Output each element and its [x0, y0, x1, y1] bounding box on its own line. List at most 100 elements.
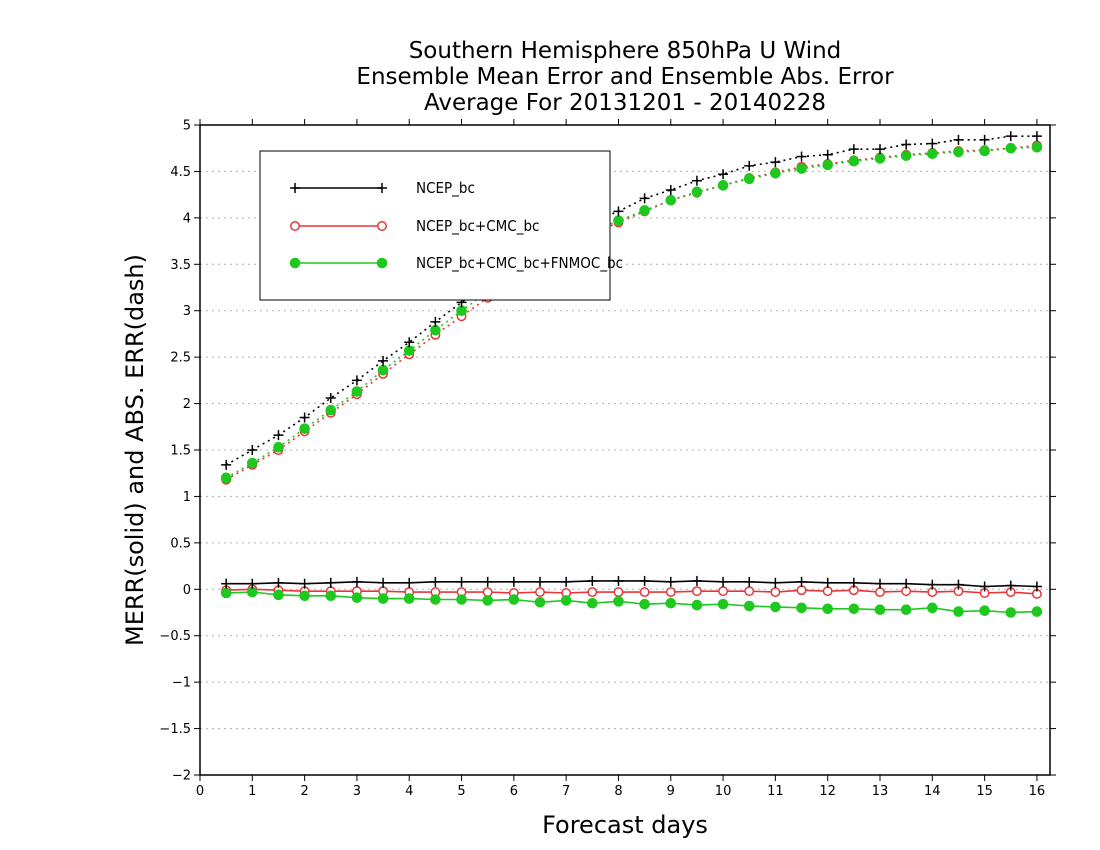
abs-err-point — [273, 430, 284, 441]
merr-point — [377, 593, 389, 604]
abs-err-point — [743, 173, 755, 185]
y-tick-label: 2 — [183, 397, 191, 412]
y-tick-label: 4.5 — [170, 165, 191, 180]
abs-err-point — [848, 144, 859, 155]
merr-point — [875, 587, 885, 598]
merr-point — [848, 577, 859, 588]
merr-point — [482, 587, 493, 598]
merr-point — [220, 587, 232, 599]
x-tick-label: 11 — [767, 784, 784, 799]
x-tick-label: 5 — [457, 784, 465, 799]
y-tick-label: 0 — [183, 583, 191, 598]
merr-point — [247, 578, 258, 589]
merr-point — [1005, 580, 1016, 591]
x-tick-label: 14 — [924, 784, 941, 799]
abs-err-point — [691, 175, 702, 186]
abs-err-point — [770, 167, 781, 179]
abs-err-point — [247, 445, 258, 455]
legend-label: NCEP_bc+CMC_bc — [416, 217, 539, 236]
x-tick-label: 1 — [248, 784, 256, 799]
merr-point — [927, 602, 938, 614]
merr-point — [927, 579, 938, 590]
merr-line — [226, 580, 1037, 588]
abs-err-point — [822, 149, 833, 160]
abs-err-point — [378, 355, 389, 366]
abs-err-point — [900, 150, 912, 161]
merr-point — [848, 603, 860, 615]
merr-point — [430, 576, 441, 587]
title-line-1: Southern Hemisphere 850hPa U Wind — [409, 38, 842, 64]
merr-point — [770, 577, 781, 588]
y-axis: −2 −1.5 −1 −0.5 0 0.5 1 1.5 2 2.5 3 3.5 4 4.5 5 — [159, 119, 1056, 784]
legend-label: NCEP_bc — [416, 179, 475, 198]
merr-point — [535, 587, 545, 598]
abs-err-point — [404, 337, 415, 348]
merr-point — [273, 589, 284, 601]
merr-point — [561, 576, 572, 587]
y-tick-label: −0.5 — [159, 629, 191, 644]
merr-point — [953, 606, 964, 617]
merr-point — [456, 576, 467, 587]
merr-point — [691, 586, 702, 597]
series-merr-2 — [220, 586, 1043, 618]
merr-point — [613, 575, 624, 586]
merr-point — [613, 587, 624, 598]
merr-point — [1005, 607, 1017, 618]
merr-point — [587, 587, 598, 598]
merr-point — [560, 595, 572, 606]
abs-err-point — [430, 316, 441, 327]
merr-point — [482, 595, 493, 606]
abs-err-point — [822, 159, 833, 171]
merr-point — [325, 577, 336, 588]
y-tick-label: 1.5 — [170, 444, 191, 459]
legend: NCEP_bc NCEP_bc+CMC_bc NCEP_bc+CMC_bc+FNMO… — [259, 150, 623, 301]
y-tick-label: 1 — [183, 490, 191, 505]
merr-point — [900, 604, 912, 616]
abs-err-point — [796, 151, 807, 162]
legend-entry: NCEP_bc+CMC_bc+FNMOC_bc — [289, 254, 623, 273]
merr-point — [378, 577, 389, 588]
abs-err-point — [221, 459, 232, 470]
abs-err-point — [691, 186, 703, 198]
y-tick-label: 5 — [183, 119, 191, 134]
merr-point — [430, 594, 441, 605]
merr-point — [744, 586, 755, 597]
x-tick-label: 16 — [1029, 784, 1046, 799]
abs-err-point — [351, 386, 363, 397]
abs-err-point — [325, 393, 336, 403]
merr-point — [822, 586, 833, 597]
merr-point — [665, 576, 676, 587]
series-merr-0 — [221, 575, 1042, 592]
merr-point — [639, 587, 650, 598]
merr-point — [404, 577, 415, 588]
legend-marker — [376, 257, 388, 269]
abs-err-point — [927, 148, 938, 160]
abs-err-point — [901, 139, 912, 150]
merr-point — [508, 576, 519, 587]
abs-err-point — [875, 144, 885, 155]
abs-err-point — [377, 364, 389, 376]
merr-line — [226, 588, 1037, 595]
x-tick-label: 7 — [562, 784, 570, 799]
merr-point — [770, 601, 781, 613]
y-tick-label: 2.5 — [170, 351, 191, 366]
title-line-2: Ensemble Mean Error and Ensemble Abs. Er… — [356, 64, 894, 90]
abs-err-point — [665, 185, 676, 195]
merr-point — [1031, 581, 1042, 592]
x-tick-label: 12 — [819, 784, 836, 799]
abs-err-point — [927, 138, 938, 149]
y-tick-label: 4 — [183, 211, 191, 226]
merr-point — [535, 576, 545, 587]
legend-marker — [290, 221, 300, 231]
merr-point — [770, 587, 781, 598]
merr-point — [639, 575, 650, 586]
abs-err-point — [953, 146, 964, 158]
merr-point — [273, 577, 284, 588]
y-axis-title: MERR(solid) and ABS. ERR(dash) — [121, 254, 149, 646]
merr-point — [299, 578, 310, 589]
abs-err-point — [613, 215, 624, 226]
merr-point — [979, 605, 990, 616]
merr-point — [979, 581, 990, 592]
legend-entry: NCEP_bc — [290, 179, 475, 198]
